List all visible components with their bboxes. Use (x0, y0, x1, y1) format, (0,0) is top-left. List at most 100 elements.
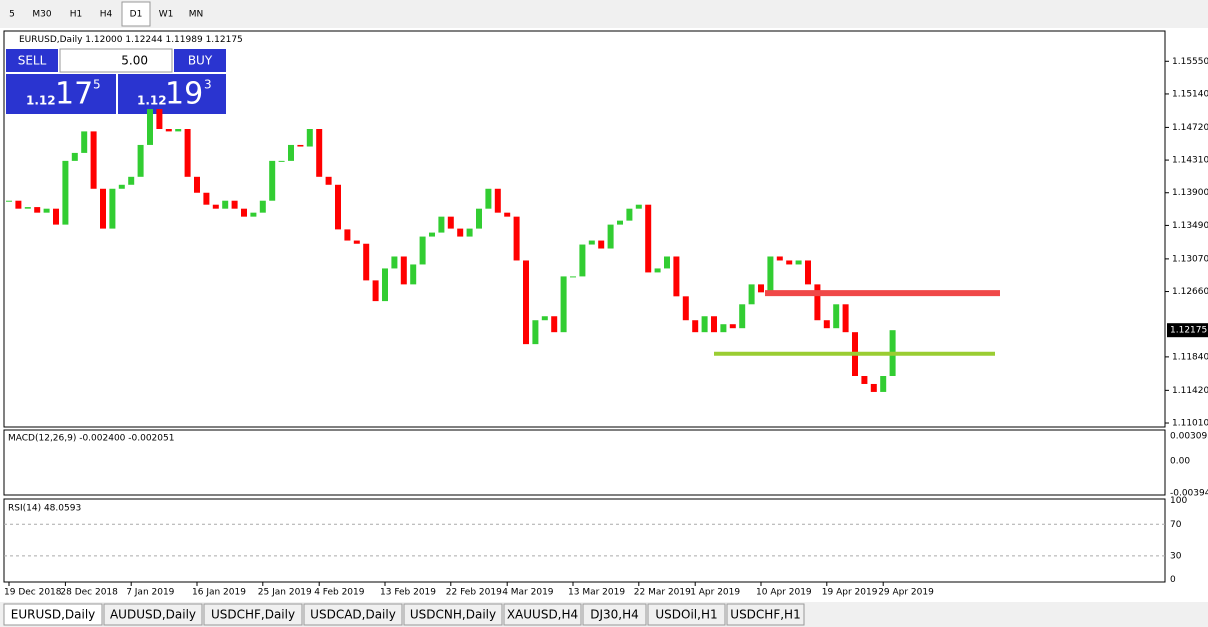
rsi-label: RSI(14) 48.0593 (8, 504, 81, 514)
candle (739, 304, 746, 329)
candle (241, 208, 247, 217)
candle (635, 204, 642, 209)
candle (43, 208, 50, 213)
tab[interactable] (647, 603, 726, 626)
candle (447, 216, 454, 229)
timeframe-button[interactable]: H4 (100, 10, 113, 20)
timeframe-button[interactable]: H1 (70, 10, 83, 20)
x-tick-label: 28 Dec 2018 (60, 588, 118, 598)
candle (288, 144, 294, 161)
candle (372, 280, 379, 302)
y-tick-label: 70 (1170, 520, 1182, 530)
ask-pips: 19 (165, 77, 203, 112)
candle (6, 200, 12, 202)
timeframe-button[interactable]: 5 (9, 10, 15, 20)
candle (250, 212, 257, 217)
x-tick-label: 7 Jan 2019 (126, 588, 174, 598)
x-tick-label: 19 Apr 2019 (822, 588, 878, 598)
candle (692, 320, 699, 333)
lot-input[interactable] (59, 48, 173, 73)
y-tick-label: 1.12660 (1172, 287, 1208, 297)
y-tick-label: 1.11840 (1172, 352, 1208, 362)
candle (118, 184, 125, 189)
x-tick-label: 22 Feb 2019 (446, 588, 502, 598)
timeframe-button[interactable]: D1 (130, 10, 143, 20)
ask-box[interactable] (118, 74, 226, 114)
candle (560, 276, 567, 333)
candle (786, 260, 793, 265)
candle (391, 256, 398, 269)
candle (175, 129, 182, 132)
tab[interactable] (582, 603, 647, 626)
timeframe-button[interactable]: MN (189, 10, 204, 20)
candle (15, 200, 22, 209)
candle (184, 129, 191, 177)
candle (607, 224, 614, 249)
y-tick-label: 0.003095 (1170, 432, 1208, 442)
tab[interactable] (3, 603, 103, 626)
y-tick-label: -0.003947 (1170, 488, 1208, 498)
candle (776, 256, 783, 261)
candle (833, 304, 840, 329)
candle (316, 129, 323, 177)
timeframe-button[interactable]: M30 (32, 10, 51, 20)
ask-point: 3 (204, 78, 212, 92)
ask-big: 1.12 (137, 94, 167, 108)
candle (353, 240, 360, 244)
tab[interactable] (503, 603, 582, 626)
candle (551, 316, 558, 333)
candle (297, 144, 304, 147)
buy-button[interactable] (174, 49, 226, 72)
candle (729, 324, 736, 329)
tab-label: EURUSD,Daily (11, 608, 96, 622)
tab[interactable] (203, 603, 303, 626)
tab-label: XAUUSD,H4 (507, 608, 578, 622)
tab[interactable] (303, 603, 403, 626)
candle (419, 236, 426, 265)
bid-box[interactable] (6, 74, 116, 114)
timeframe-button[interactable]: W1 (159, 10, 174, 20)
candle (758, 284, 764, 293)
y-tick-label: 1.11420 (1172, 386, 1208, 396)
y-tick-label: 1.13070 (1172, 254, 1208, 264)
sell-button[interactable] (6, 49, 58, 72)
tab-label: AUDUSD,Daily (110, 608, 196, 622)
candle (53, 208, 59, 225)
candle (128, 176, 135, 185)
buy-label: BUY (188, 54, 213, 68)
candle (212, 204, 219, 209)
bid-big: 1.12 (26, 94, 56, 108)
x-tick-label: 29 Apr 2019 (878, 588, 934, 598)
candle (579, 244, 586, 277)
candle (861, 376, 868, 384)
y-tick-label: 1.11010 (1172, 419, 1208, 429)
candle (842, 304, 849, 333)
candle (24, 207, 31, 209)
candle (485, 188, 492, 209)
candle (682, 296, 689, 321)
candle (570, 276, 576, 278)
y-tick-label: 0.00 (1170, 456, 1190, 466)
candle (541, 316, 548, 321)
tab[interactable] (103, 603, 203, 626)
candle (532, 320, 539, 345)
candle (626, 208, 633, 221)
y-tick-label: 30 (1170, 551, 1182, 561)
candle (805, 260, 811, 285)
bid-point: 5 (93, 78, 101, 92)
x-tick-label: 25 Jan 2019 (258, 588, 312, 598)
x-tick-label: 22 Mar 2019 (634, 588, 691, 598)
price-tag-label: 1.12175 (1170, 326, 1207, 336)
candle (701, 316, 708, 333)
tab[interactable] (403, 603, 503, 626)
tab[interactable] (726, 603, 805, 626)
y-tick-label: 1.14310 (1172, 156, 1208, 166)
candle (231, 200, 238, 209)
candle (523, 260, 529, 345)
candle (363, 243, 370, 281)
candle (645, 204, 652, 273)
candle (673, 256, 680, 297)
trade-panel: SELL 5.00 BUY 1.12 17 5 1.12 19 3 (6, 48, 226, 114)
x-tick-label: 4 Mar 2019 (502, 588, 554, 598)
candle (71, 152, 78, 161)
